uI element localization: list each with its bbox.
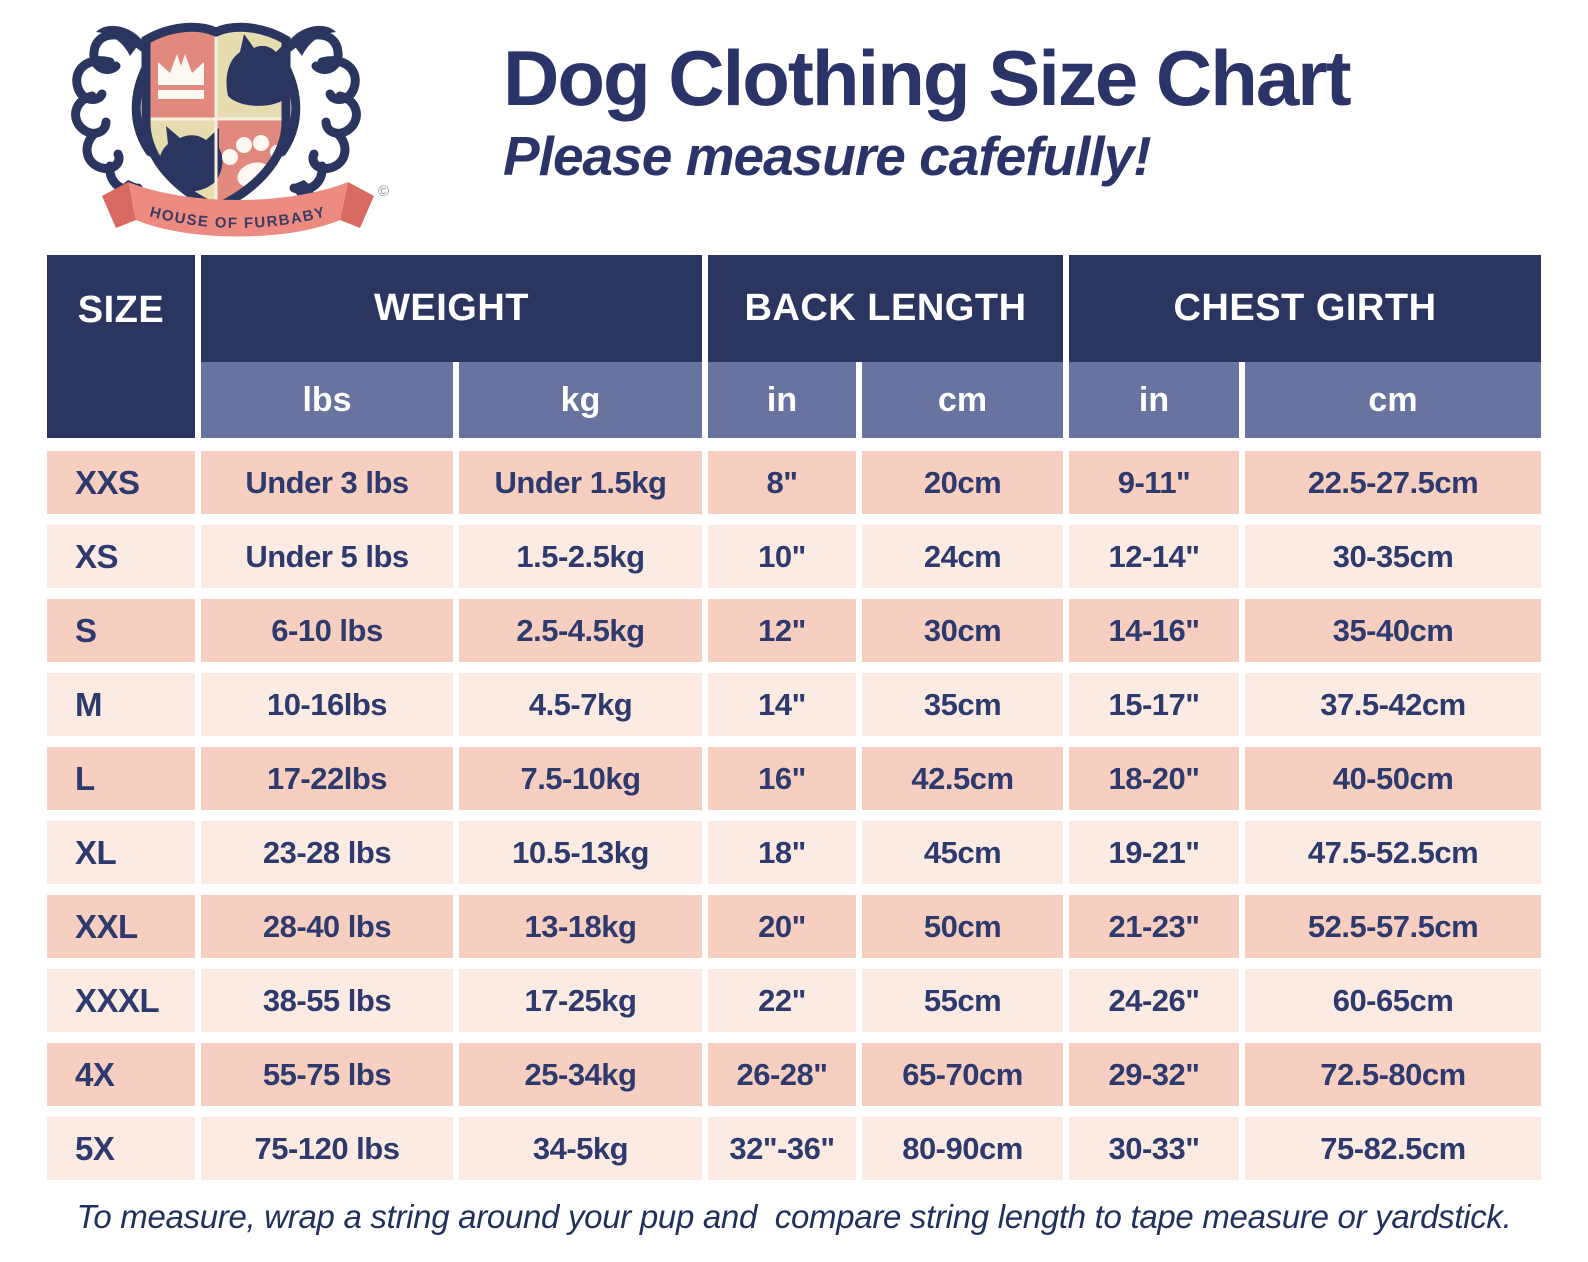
- cell-xxl-back-cm: 50cm: [862, 895, 1063, 958]
- size-chart-table: SIZE WEIGHT BACK LENGTH CHEST GIRTH lbs …: [47, 255, 1541, 1180]
- logo: HOUSE OF FURBABY ©: [58, 4, 418, 244]
- cell-4x-back-cm: 65-70cm: [862, 1043, 1063, 1106]
- cell-xs-back-in: 10": [708, 525, 856, 588]
- column-header-size: SIZE: [47, 255, 195, 438]
- cell-xl-back-cm: 45cm: [862, 821, 1063, 884]
- cell-m-weight-lbs: 10-16lbs: [201, 673, 453, 736]
- cell-4x-chest-in: 29-32": [1069, 1043, 1239, 1106]
- cell-xxs-chest-cm: 22.5-27.5cm: [1245, 451, 1541, 514]
- cell-l-back-in: 16": [708, 747, 856, 810]
- cell-xxs-size: XXS: [47, 451, 195, 514]
- cell-5x-size: 5X: [47, 1117, 195, 1180]
- crest-shield: [146, 27, 286, 209]
- cell-4x-size: 4X: [47, 1043, 195, 1106]
- cell-5x-weight-lbs: 75-120 lbs: [201, 1117, 453, 1180]
- cell-xxxl-chest-in: 24-26": [1069, 969, 1239, 1032]
- cell-xxl-back-in: 20": [708, 895, 856, 958]
- cell-m-chest-cm: 37.5-42cm: [1245, 673, 1541, 736]
- cell-xs-size: XS: [47, 525, 195, 588]
- cell-xxxl-back-in: 22": [708, 969, 856, 1032]
- cell-l-weight-lbs: 17-22lbs: [201, 747, 453, 810]
- page-subtitle: Please measure cafefully!: [503, 125, 1152, 188]
- column-header-chest-girth: CHEST GIRTH: [1069, 255, 1541, 362]
- cell-5x-back-in: 32"-36": [708, 1117, 856, 1180]
- subheader-back-length-in: in: [708, 362, 856, 438]
- shield-border: [141, 22, 291, 213]
- measure-note: To measure, wrap a string around your pu…: [76, 1198, 1512, 1235]
- cell-xxs-chest-in: 9-11": [1069, 451, 1239, 514]
- house-of-furbaby-crest: HOUSE OF FURBABY ©: [58, 4, 389, 237]
- table-header: SIZE WEIGHT BACK LENGTH CHEST GIRTH lbs …: [47, 255, 1541, 438]
- cell-5x-weight-kg: 34-5kg: [459, 1117, 702, 1180]
- cell-xl-back-in: 18": [708, 821, 856, 884]
- ribbon-banner: HOUSE OF FURBABY: [102, 182, 374, 237]
- cell-xxs-weight-lbs: Under 3 lbs: [201, 451, 453, 514]
- cell-m-back-cm: 35cm: [862, 673, 1063, 736]
- cell-s-weight-kg: 2.5-4.5kg: [459, 599, 702, 662]
- cell-xxxl-weight-kg: 17-25kg: [459, 969, 702, 1032]
- cell-xxs-back-cm: 20cm: [862, 451, 1063, 514]
- cell-xxl-weight-kg: 13-18kg: [459, 895, 702, 958]
- cell-xxs-back-in: 8": [708, 451, 856, 514]
- cell-m-back-in: 14": [708, 673, 856, 736]
- cell-l-chest-in: 18-20": [1069, 747, 1239, 810]
- cat-icon: [158, 126, 223, 192]
- cell-m-weight-kg: 4.5-7kg: [459, 673, 702, 736]
- title-block: Dog Clothing Size Chart Please measure c…: [503, 34, 1352, 188]
- cell-s-chest-cm: 35-40cm: [1245, 599, 1541, 662]
- cell-xl-chest-in: 19-21": [1069, 821, 1239, 884]
- table-body: XXS Under 3 lbs Under 1.5kg 8" 20cm 9-11" 22.5…: [47, 451, 1541, 1180]
- crown-icon: [158, 54, 204, 99]
- cell-l-weight-kg: 7.5-10kg: [459, 747, 702, 810]
- subheader-weight-lbs: lbs: [201, 362, 453, 438]
- cell-xl-size: XL: [47, 821, 195, 884]
- cell-xxxl-chest-cm: 60-65cm: [1245, 969, 1541, 1032]
- header: HOUSE OF FURBABY © Dog Clothing Size Cha…: [0, 0, 1588, 252]
- column-header-weight: WEIGHT: [201, 255, 702, 362]
- cell-s-weight-lbs: 6-10 lbs: [201, 599, 453, 662]
- cell-s-size: S: [47, 599, 195, 662]
- cell-5x-back-cm: 80-90cm: [862, 1117, 1063, 1180]
- cell-xxxl-size: XXXL: [47, 969, 195, 1032]
- copyright-symbol: ©: [378, 183, 389, 200]
- subheader-chest-girth-in: in: [1069, 362, 1239, 438]
- cell-l-chest-cm: 40-50cm: [1245, 747, 1541, 810]
- cell-4x-weight-lbs: 55-75 lbs: [201, 1043, 453, 1106]
- cell-l-size: L: [47, 747, 195, 810]
- cell-xxl-chest-cm: 52.5-57.5cm: [1245, 895, 1541, 958]
- cell-xl-weight-lbs: 23-28 lbs: [201, 821, 453, 884]
- cell-xs-weight-kg: 1.5-2.5kg: [459, 525, 702, 588]
- cell-s-chest-in: 14-16": [1069, 599, 1239, 662]
- subheader-weight-kg: kg: [459, 362, 702, 438]
- cell-xl-weight-kg: 10.5-13kg: [459, 821, 702, 884]
- cell-xs-chest-cm: 30-35cm: [1245, 525, 1541, 588]
- column-header-back-length: BACK LENGTH: [708, 255, 1063, 362]
- dog-icon: [226, 34, 286, 106]
- cell-xs-back-cm: 24cm: [862, 525, 1063, 588]
- cell-5x-chest-cm: 75-82.5cm: [1245, 1117, 1541, 1180]
- cell-xxxl-back-cm: 55cm: [862, 969, 1063, 1032]
- cell-s-back-in: 12": [708, 599, 856, 662]
- subheader-chest-girth-cm: cm: [1245, 362, 1541, 438]
- cell-m-size: M: [47, 673, 195, 736]
- cell-xxl-weight-lbs: 28-40 lbs: [201, 895, 453, 958]
- cell-xs-chest-in: 12-14": [1069, 525, 1239, 588]
- cell-xxl-size: XXL: [47, 895, 195, 958]
- cell-xl-chest-cm: 47.5-52.5cm: [1245, 821, 1541, 884]
- page-title: Dog Clothing Size Chart: [503, 34, 1352, 122]
- flourish-left-icon: [76, 26, 150, 214]
- cell-s-back-cm: 30cm: [862, 599, 1063, 662]
- cell-4x-chest-cm: 72.5-80cm: [1245, 1043, 1541, 1106]
- cell-m-chest-in: 15-17": [1069, 673, 1239, 736]
- cell-4x-weight-kg: 25-34kg: [459, 1043, 702, 1106]
- subheader-back-length-cm: cm: [862, 362, 1063, 438]
- cell-xxs-weight-kg: Under 1.5kg: [459, 451, 702, 514]
- cell-xxxl-weight-lbs: 38-55 lbs: [201, 969, 453, 1032]
- cell-xxl-chest-in: 21-23": [1069, 895, 1239, 958]
- cell-l-back-cm: 42.5cm: [862, 747, 1063, 810]
- cell-4x-back-in: 26-28": [708, 1043, 856, 1106]
- cell-xs-weight-lbs: Under 5 lbs: [201, 525, 453, 588]
- cell-5x-chest-in: 30-33": [1069, 1117, 1239, 1180]
